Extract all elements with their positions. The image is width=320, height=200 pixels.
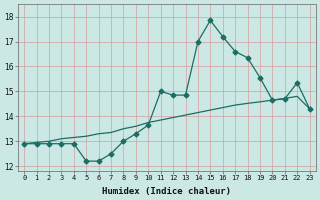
X-axis label: Humidex (Indice chaleur): Humidex (Indice chaleur) <box>102 187 231 196</box>
